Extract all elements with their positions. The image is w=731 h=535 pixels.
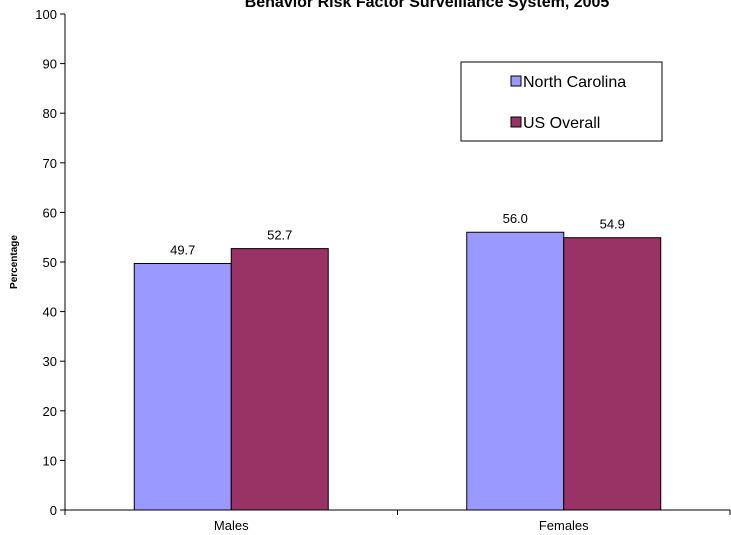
legend-swatch-north-carolina bbox=[510, 75, 522, 87]
data-label: 49.7 bbox=[170, 242, 195, 257]
bar-north-carolina-males bbox=[133, 262, 232, 511]
bars bbox=[133, 231, 662, 511]
data-label: 54.9 bbox=[600, 217, 625, 232]
legend-label-north-carolina: North Carolina bbox=[523, 74, 626, 91]
y-tick-label: 10 bbox=[43, 453, 57, 468]
bar-us-overall-males bbox=[230, 248, 329, 511]
y-tick-label: 60 bbox=[43, 205, 57, 220]
y-tick-label: 20 bbox=[43, 404, 57, 419]
y-tick-label: 90 bbox=[43, 57, 57, 72]
bar-north-carolina-females bbox=[466, 231, 565, 511]
y-tick-label: 100 bbox=[35, 7, 57, 22]
chart-title: Behavior Risk Factor Surveillance System… bbox=[245, 0, 610, 11]
data-label: 56.0 bbox=[503, 211, 528, 226]
y-tick-label: 80 bbox=[43, 106, 57, 121]
y-tick-label: 40 bbox=[43, 305, 57, 320]
data-label: 52.7 bbox=[267, 228, 292, 243]
bar-us-overall-females bbox=[563, 237, 662, 511]
data-labels: 49.7 52.7 56.0 54.9 bbox=[170, 211, 625, 257]
y-tick-label: 30 bbox=[43, 354, 57, 369]
y-tick-label: 50 bbox=[43, 255, 57, 270]
legend: North Carolina US Overall bbox=[460, 61, 663, 142]
y-tick-label: 0 bbox=[50, 503, 57, 518]
y-axis-title: Percentage bbox=[9, 235, 20, 289]
y-tick-label: 70 bbox=[43, 156, 57, 171]
legend-label-us-overall: US Overall bbox=[523, 115, 600, 132]
legend-box bbox=[460, 61, 663, 142]
legend-swatch-us-overall bbox=[510, 116, 522, 128]
x-category-label: Females bbox=[539, 518, 589, 533]
x-category-label: Males bbox=[214, 518, 249, 533]
